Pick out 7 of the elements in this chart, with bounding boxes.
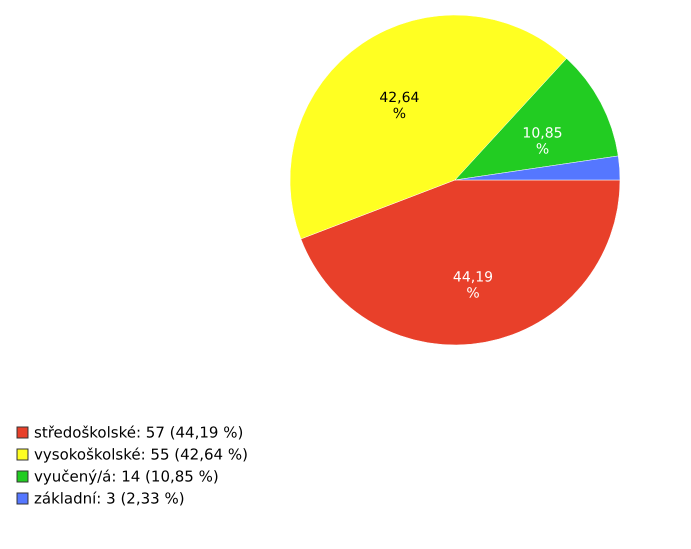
data-label: 10,85 % bbox=[522, 126, 563, 158]
legend-label: středoškolské: 57 (44,19 %) bbox=[34, 424, 244, 442]
legend-label: vysokoškolské: 55 (42,64 %) bbox=[34, 446, 248, 464]
legend-label: vyučený/á: 14 (10,85 %) bbox=[34, 468, 219, 486]
legend-label: základní: 3 (2,33 %) bbox=[34, 490, 185, 508]
data-label: 42,64 % bbox=[379, 90, 420, 122]
data-label: 44,19 % bbox=[452, 269, 494, 302]
